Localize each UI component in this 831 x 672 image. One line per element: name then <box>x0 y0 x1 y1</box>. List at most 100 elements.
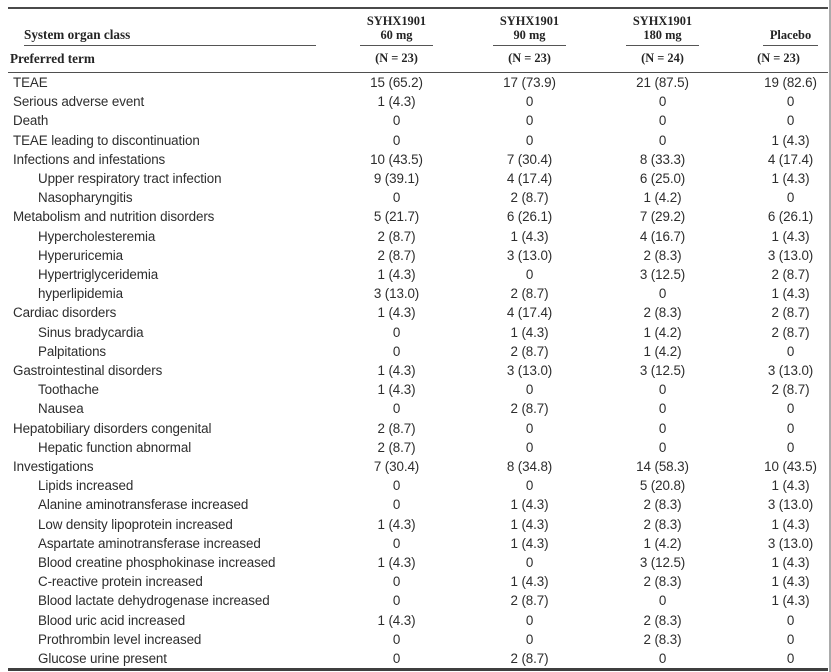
cell-value: 1 (4.2) <box>643 343 682 359</box>
table-row: Upper respiratory tract infection 9 (39.1… <box>8 169 828 188</box>
table-body: TEAE 15 (65.2) 17 (73.9) 21 (87.5) 19 (82.6)… <box>8 73 828 669</box>
cell-value: 0 <box>658 593 667 609</box>
cell-value: 2 (8.3) <box>643 612 682 628</box>
group-drug-name <box>770 14 811 28</box>
cell-value: 7 (30.4) <box>373 459 420 475</box>
cell-value: 7 (30.4) <box>506 151 553 167</box>
cell-value: 0 <box>525 420 534 436</box>
cell-value: 0 <box>392 343 401 359</box>
group-drug-name: SYHX1901 <box>366 14 427 28</box>
cell-value: 2 (8.7) <box>510 343 549 359</box>
adverse-events-table: System organ class SYHX1901 60 mg SYHX19… <box>8 7 828 672</box>
cell-value: 0 <box>392 651 401 667</box>
cell-value: 1 (4.3) <box>510 574 549 590</box>
cell-value: 1 (4.3) <box>771 171 810 187</box>
cell-value: 0 <box>786 113 795 129</box>
cell-value: 0 <box>525 94 534 110</box>
cell-value: 5 (20.8) <box>639 478 686 494</box>
cell-value: 0 <box>658 401 667 417</box>
system-organ-class-label: System organ class <box>24 27 316 46</box>
cell-value: 2 (8.3) <box>643 631 682 647</box>
cell-value: 0 <box>786 190 795 206</box>
cell-value: 1 (4.2) <box>643 324 682 340</box>
cell-value: 0 <box>392 535 401 551</box>
row-label: Nausea <box>38 401 84 417</box>
cell-value: 1 (4.3) <box>771 516 810 532</box>
cell-value: 0 <box>525 439 534 455</box>
n-count-60mg: (N = 23) <box>330 46 463 73</box>
row-label: Blood creatine phosphokinase increased <box>38 555 276 571</box>
n-count-placebo: (N = 23) <box>729 46 828 73</box>
cell-value: 2 (8.7) <box>771 324 810 340</box>
cell-value: 0 <box>392 401 401 417</box>
cell-value: 0 <box>392 631 401 647</box>
cell-value: 1 (4.3) <box>510 324 549 340</box>
table-row: Hepatic function abnormal 2 (8.7) 0 0 0 <box>8 438 828 457</box>
row-label: Upper respiratory tract infection <box>38 171 222 187</box>
cell-value: 10 (43.5) <box>370 151 423 167</box>
cell-value: 6 (26.1) <box>506 209 553 225</box>
cell-value: 0 <box>786 94 795 110</box>
cell-value: 1 (4.3) <box>510 535 549 551</box>
cell-value: 2 (8.7) <box>510 401 549 417</box>
row-label: Sinus bradycardia <box>38 324 144 340</box>
table-row: Nasopharyngitis 0 2 (8.7) 1 (4.2) 0 <box>8 188 828 207</box>
n-count-90mg: (N = 23) <box>463 46 596 73</box>
table-row: Death 0 0 0 0 <box>8 111 828 130</box>
cell-value: 8 (34.8) <box>506 459 553 475</box>
group-drug-name: SYHX1901 <box>632 14 693 28</box>
cell-value: 3 (13.0) <box>506 363 553 379</box>
table-row: Prothrombin level increased 0 0 2 (8.3) 0 <box>8 630 828 649</box>
table-row: Blood lactate dehydrogenase increased 0 2 … <box>8 591 828 610</box>
cell-value: 1 (4.3) <box>377 267 416 283</box>
table-row: Glucose urine present 0 2 (8.7) 0 0 <box>8 649 828 668</box>
row-label: TEAE <box>13 75 48 90</box>
cell-value: 2 (8.7) <box>771 382 810 398</box>
row-label: Glucose urine present <box>38 651 167 667</box>
group-dose: Placebo <box>769 28 812 42</box>
table-row: Blood creatine phosphokinase increased 1 … <box>8 553 828 572</box>
cell-value: 1 (4.3) <box>510 497 549 513</box>
cell-value: 0 <box>786 420 795 436</box>
cell-value: 2 (8.7) <box>510 593 549 609</box>
cell-value: 0 <box>392 478 401 494</box>
cell-value: 1 (4.3) <box>377 612 416 628</box>
cell-value: 6 (26.1) <box>767 209 814 225</box>
table-row: Hypercholesteremia 2 (8.7) 1 (4.3) 4 (16.7)… <box>8 227 828 246</box>
cell-value: 19 (82.6) <box>764 75 817 90</box>
row-label: Infections and infestations <box>13 151 166 167</box>
row-label: Cardiac disorders <box>13 305 117 321</box>
row-label: Prothrombin level increased <box>38 631 202 647</box>
cell-value: 0 <box>392 113 401 129</box>
n-count-180mg: (N = 24) <box>596 46 729 73</box>
cell-value: 9 (39.1) <box>373 171 420 187</box>
cell-value: 15 (65.2) <box>370 75 423 90</box>
row-label: C-reactive protein increased <box>38 574 203 590</box>
cell-value: 1 (4.3) <box>771 286 810 302</box>
cell-value: 3 (13.0) <box>767 535 814 551</box>
cell-value: 2 (8.7) <box>377 420 416 436</box>
cell-value: 3 (12.5) <box>639 267 686 283</box>
row-label: Serious adverse event <box>13 94 145 110</box>
cell-value: 0 <box>392 593 401 609</box>
row-label: Blood lactate dehydrogenase increased <box>38 593 270 609</box>
cell-value: 14 (58.3) <box>636 459 689 475</box>
cell-value: 3 (13.0) <box>767 497 814 513</box>
cell-value: 21 (87.5) <box>636 75 689 90</box>
column-header-syhx1901-60mg: SYHX1901 60 mg <box>330 9 463 46</box>
cell-value: 0 <box>786 631 795 647</box>
row-label: Blood uric acid increased <box>38 612 186 628</box>
row-label: Hypertriglyceridemia <box>38 267 159 283</box>
cell-value: 1 (4.3) <box>771 555 810 571</box>
cell-value: 1 (4.3) <box>771 593 810 609</box>
row-label: Aspartate aminotransferase increased <box>38 535 261 551</box>
row-label: hyperlipidemia <box>38 286 123 302</box>
cell-value: 4 (16.7) <box>639 228 686 244</box>
group-dose: 90 mg <box>513 28 546 42</box>
cell-value: 0 <box>392 497 401 513</box>
table-row: Nausea 0 2 (8.7) 0 0 <box>8 399 828 418</box>
column-header-system-organ-class: System organ class <box>8 9 330 46</box>
cell-value: 0 <box>392 574 401 590</box>
cell-value: 2 (8.3) <box>643 305 682 321</box>
table-row: TEAE leading to discontinuation 0 0 0 1 (4.3… <box>8 131 828 150</box>
